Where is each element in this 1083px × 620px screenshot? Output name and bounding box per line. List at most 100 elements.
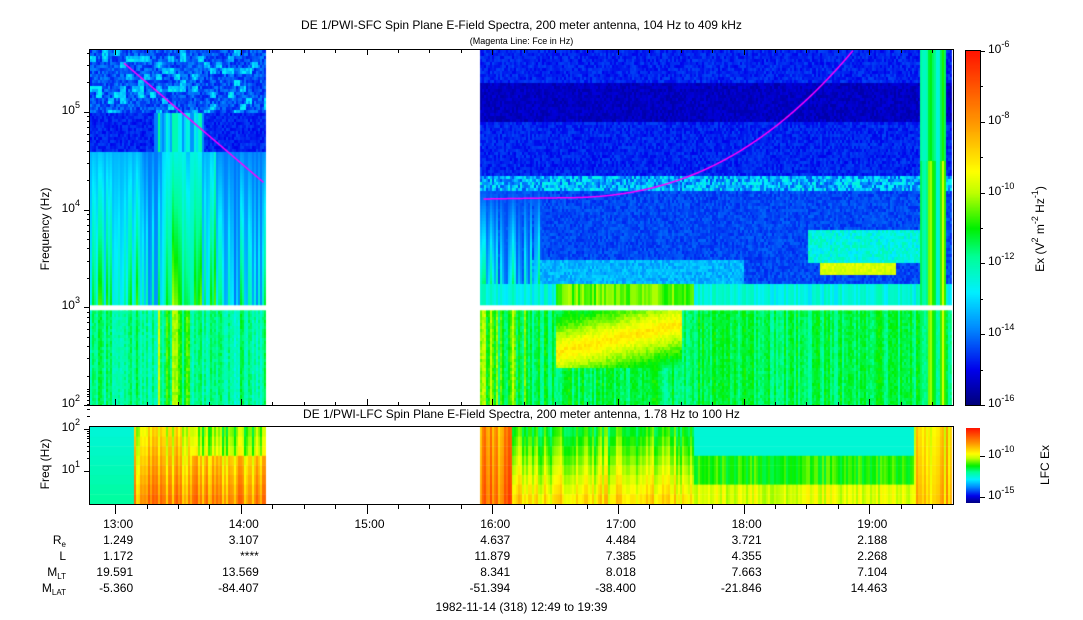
y-tick-minor bbox=[87, 133, 90, 135]
x-tick-minor bbox=[900, 505, 902, 509]
colorbar-tick bbox=[980, 334, 985, 336]
x-tick-upper-bottom bbox=[837, 402, 839, 405]
colorbar-tick-minor bbox=[980, 369, 983, 371]
x-tick-upper-bottom bbox=[272, 402, 274, 405]
y-tick-minor bbox=[87, 403, 90, 405]
x-tick-top bbox=[460, 50, 462, 53]
y-tick-minor bbox=[87, 375, 90, 377]
colorbar-tick bbox=[980, 263, 985, 265]
x-tick-top bbox=[397, 50, 399, 53]
x-tick-upper-bottom bbox=[649, 402, 651, 405]
y-tick-minor bbox=[87, 416, 90, 418]
x-tick-minor bbox=[335, 505, 337, 509]
lower-colorbar bbox=[966, 428, 980, 503]
x-tick-top bbox=[680, 50, 682, 53]
upper-subtitle: (Magenta Line: Fce in Hz) bbox=[469, 36, 574, 46]
x-tick-top bbox=[492, 50, 494, 55]
y-tick-label: 102 bbox=[61, 393, 80, 411]
x-tick-top bbox=[429, 50, 431, 53]
x-tick-minor bbox=[649, 505, 651, 509]
x-tick-minor bbox=[460, 505, 462, 509]
x-tick-top bbox=[743, 50, 745, 55]
x-tick-upper-bottom bbox=[177, 402, 179, 405]
colorbar-tick-label: 10-15 bbox=[988, 485, 1015, 503]
x-tick-major bbox=[366, 505, 368, 514]
x-tick-top bbox=[617, 50, 619, 55]
colorbar-tick-label: 10-6 bbox=[988, 39, 1010, 57]
x-tick-upper-bottom bbox=[115, 399, 117, 405]
ephemeris-value: 13.569 bbox=[222, 565, 259, 579]
y-tick-minor bbox=[87, 116, 90, 118]
colorbar-tick-label: 10-12 bbox=[988, 251, 1015, 269]
y-tick-minor bbox=[87, 336, 90, 338]
x-tick-upper-bottom bbox=[209, 402, 211, 405]
y-tick-minor bbox=[87, 408, 90, 410]
y-tick-minor bbox=[87, 121, 90, 123]
ephemeris-value: 2.188 bbox=[857, 533, 888, 547]
date-range-label: 1982-11-14 (318) 12:49 to 19:39 bbox=[435, 600, 608, 614]
x-tick-upper-bottom bbox=[869, 399, 871, 405]
ephemeris-value: 3.107 bbox=[228, 533, 259, 547]
y-tick-minor bbox=[87, 445, 90, 447]
ephemeris-value: -5.360 bbox=[99, 581, 134, 595]
x-tick-label: 19:00 bbox=[857, 517, 888, 531]
y-tick-minor bbox=[87, 65, 90, 67]
x-tick-minor bbox=[397, 505, 399, 509]
colorbar-tick bbox=[980, 497, 985, 498]
y-tick-minor bbox=[87, 150, 90, 152]
ephemeris-value: 2.268 bbox=[857, 549, 888, 563]
x-tick-top bbox=[900, 50, 902, 53]
colorbar-tick-label: 10-10 bbox=[988, 180, 1015, 198]
x-tick-upper-bottom bbox=[743, 399, 745, 405]
colorbar-tick-minor bbox=[980, 228, 983, 229]
ephemeris-value: 4.637 bbox=[480, 533, 511, 547]
y-tick-label: 101 bbox=[61, 459, 80, 477]
y-tick-minor bbox=[87, 441, 90, 443]
x-tick-top bbox=[272, 50, 274, 53]
ephemeris-value: 7.385 bbox=[605, 549, 636, 563]
colorbar-tick-minor bbox=[980, 86, 983, 88]
x-tick-minor bbox=[586, 505, 588, 509]
x-tick-upper-bottom bbox=[366, 399, 368, 405]
y-tick-minor bbox=[87, 239, 90, 240]
x-tick-upper-bottom bbox=[712, 402, 714, 405]
y-tick-minor bbox=[87, 399, 90, 401]
x-tick-minor bbox=[932, 505, 934, 509]
colorbar-tick bbox=[980, 192, 985, 194]
ephemeris-value: 11.879 bbox=[474, 549, 511, 563]
x-tick-major bbox=[743, 505, 745, 514]
lower-colorbar-label: LFC Ex bbox=[1038, 445, 1052, 486]
x-tick-upper-bottom bbox=[335, 402, 337, 405]
colorbar-tick-minor bbox=[980, 298, 983, 300]
x-tick-top bbox=[806, 50, 808, 53]
x-tick-major bbox=[240, 505, 242, 514]
x-tick-major bbox=[617, 505, 619, 514]
y-tick-minor bbox=[87, 391, 90, 393]
x-tick-upper-bottom bbox=[586, 402, 588, 405]
y-tick-minor bbox=[87, 458, 90, 460]
x-tick-label: 16:00 bbox=[480, 517, 511, 531]
ephemeris-value: 7.663 bbox=[731, 565, 762, 579]
x-tick-upper-bottom bbox=[523, 402, 525, 405]
y-tick-minor bbox=[87, 396, 90, 398]
y-tick-major bbox=[84, 405, 90, 406]
y-tick-minor bbox=[87, 231, 90, 233]
y-tick-minor bbox=[87, 430, 90, 432]
ephemeris-row-label: MLT bbox=[47, 565, 66, 581]
colorbar-tick bbox=[980, 405, 985, 406]
y-tick-minor bbox=[87, 358, 90, 360]
ephemeris-value: 1.249 bbox=[103, 533, 134, 547]
x-tick-major bbox=[115, 505, 117, 514]
upper-ylabel: Frequency (Hz) bbox=[38, 187, 52, 271]
upper-spectrogram bbox=[90, 50, 953, 405]
ephemeris-row-label: Re bbox=[52, 533, 66, 549]
y-tick-minor bbox=[87, 53, 90, 55]
y-tick-minor bbox=[87, 393, 90, 395]
ephemeris-value: 4.484 bbox=[605, 533, 636, 547]
y-tick-major bbox=[84, 429, 90, 430]
y-tick-major bbox=[84, 471, 90, 472]
ephemeris-value: 7.104 bbox=[857, 565, 888, 579]
x-tick-top bbox=[555, 50, 557, 53]
x-tick-upper-bottom bbox=[397, 402, 399, 405]
x-tick-minor bbox=[209, 505, 211, 509]
